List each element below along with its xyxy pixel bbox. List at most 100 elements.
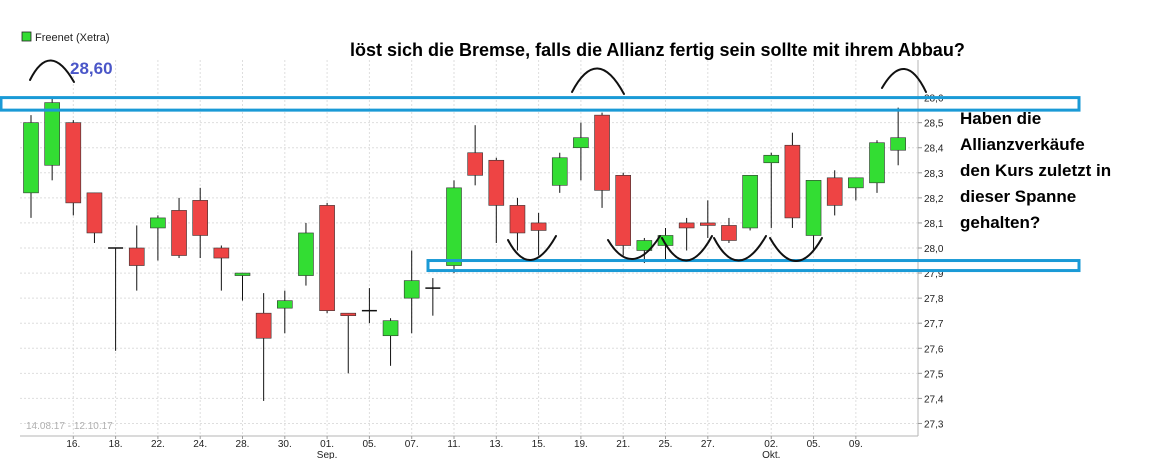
candle <box>615 172 632 256</box>
candle <box>86 192 103 243</box>
x-tick-label: 05. <box>362 439 376 450</box>
price-marker-label: 28,60 <box>70 59 113 78</box>
candle-body <box>890 137 906 151</box>
x-tick-label: 05. <box>807 439 821 450</box>
candle-body <box>276 300 293 309</box>
side-line-2: Allianzverkäufe <box>960 135 1085 154</box>
candle-body <box>192 200 208 236</box>
x-tick-label: 21. <box>616 439 630 450</box>
x-tick-label: 30. <box>278 439 292 450</box>
candle <box>721 217 737 243</box>
x-tick-label: 28. <box>236 439 250 450</box>
candle-body <box>403 280 420 299</box>
candle-body <box>171 210 187 256</box>
trough-arc-4 <box>713 235 767 262</box>
candle <box>446 180 462 274</box>
candle-body <box>234 272 251 276</box>
candle-body <box>467 152 483 176</box>
candle <box>890 107 906 166</box>
candle <box>869 140 885 193</box>
y-tick-label: 27,7 <box>924 319 944 330</box>
y-tick-label: 27,9 <box>924 269 944 280</box>
candle <box>573 122 589 181</box>
candle-body <box>382 320 399 337</box>
candle <box>276 290 293 334</box>
candle-body <box>721 225 737 241</box>
y-tick-label: 28,4 <box>924 144 944 155</box>
x-tick-label: 25. <box>659 439 673 450</box>
x-tick-label: 24. <box>193 439 207 450</box>
candle <box>361 288 377 324</box>
candle <box>488 157 505 243</box>
x-tick-label: 27. <box>701 439 715 450</box>
candle-body <box>763 154 780 164</box>
x-tick-label: 07. <box>405 439 419 450</box>
candle-body <box>848 177 864 189</box>
x-axis-ticks: 16. 18. 22. 24. 28. 30. 01. 05. 07. 11. 13. 15. 19. 2… <box>66 436 863 459</box>
candle-body <box>23 122 39 194</box>
candle-body <box>699 222 716 226</box>
lower-range-band <box>426 259 1081 273</box>
legend-swatch <box>21 31 32 42</box>
candle <box>805 180 822 251</box>
candle <box>128 225 145 291</box>
side-line-5: gehalten? <box>960 213 1040 232</box>
candle <box>551 152 568 193</box>
candle-body <box>530 222 547 231</box>
candle-body <box>678 222 695 229</box>
candle <box>298 222 314 286</box>
y-tick-label: 28,2 <box>924 194 944 205</box>
candle <box>65 120 82 216</box>
candle-body <box>44 102 60 166</box>
candle <box>403 250 420 334</box>
peak-arc-3 <box>881 68 927 93</box>
candle-body <box>488 159 505 206</box>
candle <box>594 112 610 208</box>
x-tick-label: 22. <box>151 439 165 450</box>
side-line-3: den Kurs zuletzt in <box>960 161 1111 180</box>
side-line-4: dieser Spanne <box>960 187 1076 206</box>
y-tick-label: 28,0 <box>924 244 944 255</box>
candle-body <box>446 187 462 266</box>
candle <box>509 197 526 251</box>
peak-arc-2 <box>571 67 625 95</box>
month-label: Okt. <box>762 450 780 459</box>
candle <box>108 247 124 351</box>
month-label: Sep. <box>317 450 338 459</box>
hand-drawn-marks <box>29 59 927 262</box>
date-range-label: 14.08.17 - 12.10.17 <box>26 421 113 432</box>
y-tick-label: 27,3 <box>924 419 944 430</box>
candle-body <box>636 240 653 251</box>
candle <box>848 177 864 201</box>
trough-arc-5 <box>769 237 823 262</box>
candle <box>467 125 483 186</box>
candle <box>636 237 653 264</box>
candle-body <box>150 217 166 229</box>
candle <box>530 212 547 256</box>
side-annotation: Haben die Allianzverkäufe den Kurs zulet… <box>960 109 1111 232</box>
candle <box>23 115 39 218</box>
candle-body <box>805 180 822 236</box>
candle <box>234 272 251 301</box>
candle-body <box>869 142 885 184</box>
y-tick-label: 28,5 <box>924 119 944 130</box>
candle <box>150 215 166 261</box>
candle-body <box>213 247 230 259</box>
candle <box>425 278 441 316</box>
candle-body <box>319 205 335 311</box>
candle-body <box>615 175 632 246</box>
candles <box>23 97 906 401</box>
candle-body <box>128 247 145 266</box>
trough-arc-1 <box>507 235 557 261</box>
candle-body <box>742 175 758 229</box>
candle <box>826 170 843 216</box>
candle <box>340 312 357 374</box>
candle <box>742 175 758 231</box>
candle-body <box>298 232 314 276</box>
x-tick-label: 02. <box>764 439 778 450</box>
x-tick-label: 09. <box>849 439 863 450</box>
peak-arc-1 <box>29 59 75 83</box>
candle-body <box>784 144 801 219</box>
x-tick-label: 19. <box>574 439 588 450</box>
x-tick-label: 01. <box>320 439 334 450</box>
